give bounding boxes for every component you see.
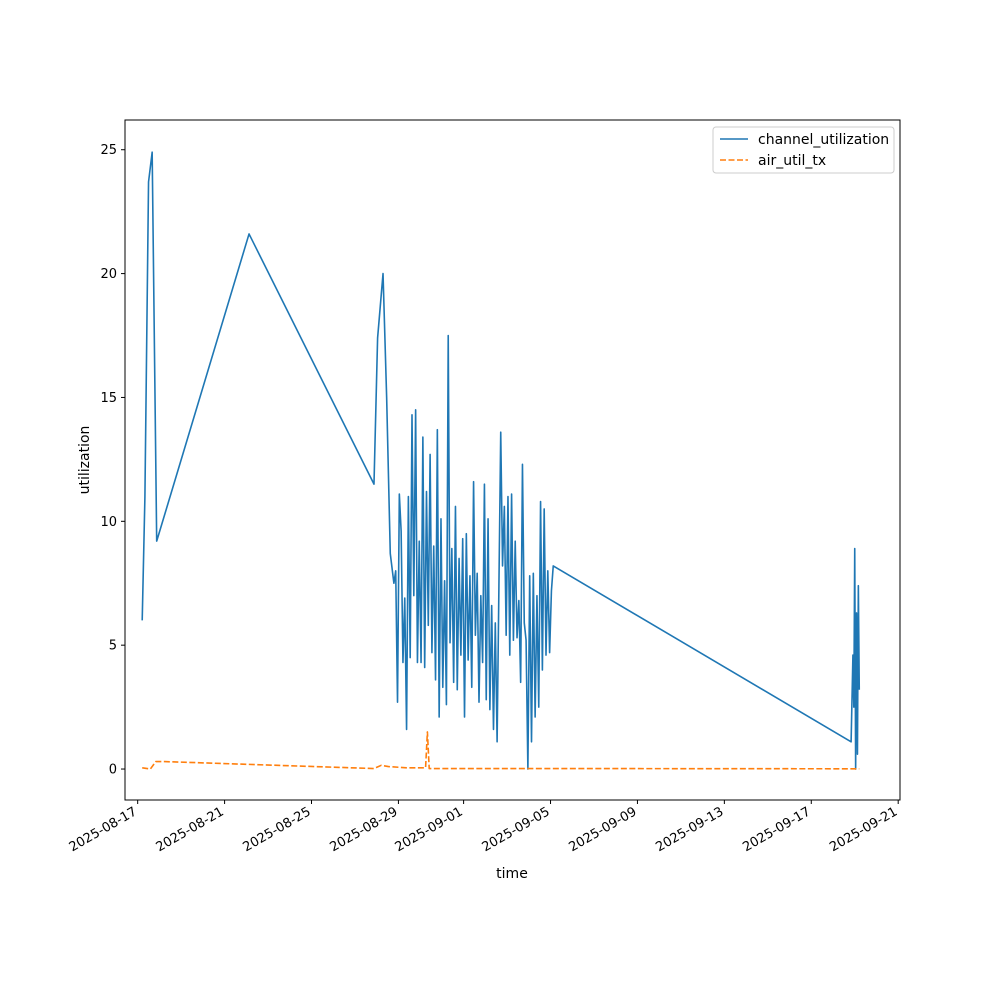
series-line-air-util-tx: [142, 731, 860, 770]
x-axis: 2025-08-17 2025-08-21 2025-08-25 2025-08-29…: [67, 800, 900, 855]
plot-lines: [141, 151, 861, 770]
y-tick-label: 20: [100, 267, 117, 282]
y-tick-label: 10: [100, 515, 117, 530]
series-line-channel-utilization: [141, 151, 861, 770]
legend-box: [712, 126, 895, 174]
x-axis-label: time: [496, 866, 528, 882]
y-tick-label: 5: [109, 639, 117, 654]
legend-label-air-util-tx: air_util_tx: [758, 153, 826, 169]
x-tick-label: 2025-08-29: [327, 804, 400, 855]
x-tick-label: 2025-09-01: [393, 804, 466, 855]
y-axis-label: utilization: [77, 426, 93, 495]
plot-frame: [124, 119, 901, 801]
x-tick-label: 2025-09-21: [827, 804, 900, 855]
y-tick-label: 25: [100, 143, 117, 158]
x-tick-label: 2025-08-17: [67, 804, 140, 855]
x-tick-label: 2025-09-13: [653, 804, 726, 855]
x-tick-label: 2025-08-21: [154, 804, 227, 855]
legend-label-channel-utilization: channel_utilization: [758, 132, 889, 148]
legend: channel_utilization air_util_tx: [712, 126, 895, 174]
x-tick-label: 2025-09-09: [567, 804, 640, 855]
y-tick-label: 0: [109, 763, 117, 778]
y-axis: 0 5 10 15 20 25: [100, 143, 125, 778]
x-tick-label: 2025-08-25: [241, 804, 314, 855]
x-tick-label: 2025-09-17: [740, 804, 813, 855]
y-tick-label: 15: [100, 391, 117, 406]
x-tick-label: 2025-09-05: [480, 804, 553, 855]
